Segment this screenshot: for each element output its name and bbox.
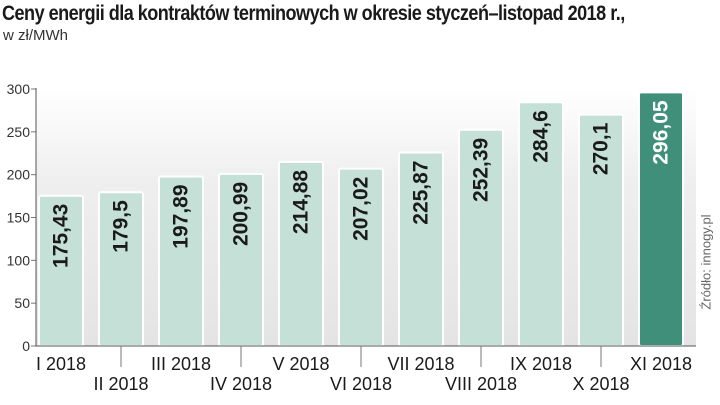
y-axis: 0 50 100 150 200 250 300: [7, 81, 37, 354]
x-category-label: X 2018: [572, 374, 629, 394]
x-category-label: IV 2018: [210, 374, 272, 394]
bar-value-label: 197,89: [170, 184, 193, 248]
y-tick-label: 50: [14, 295, 30, 311]
bar-value-label: 214,88: [290, 170, 313, 235]
x-category-label: II 2018: [93, 374, 148, 394]
x-category-label: V 2018: [272, 354, 329, 374]
y-tick-label: 150: [7, 210, 31, 226]
y-tick-label: 0: [22, 338, 30, 354]
x-category-label: III 2018: [151, 354, 211, 374]
x-category-label: VIII 2018: [445, 374, 517, 394]
y-tick-label: 200: [7, 167, 31, 183]
bar-value-label: 200,99: [230, 182, 253, 246]
x-category-label: VII 2018: [387, 354, 454, 374]
bar-value-label: 296,05: [650, 100, 673, 165]
bar-value-label: 225,87: [410, 161, 433, 225]
bar-value-label: 284,6: [530, 110, 553, 163]
bar-value-label: 207,02: [350, 177, 373, 241]
chart-unit-subtitle: w zł/MWh: [3, 27, 68, 44]
x-category-label: XI 2018: [630, 354, 692, 374]
chart-title: Ceny energii dla kontraktów terminowych …: [2, 2, 625, 25]
y-tick-label: 300: [7, 81, 31, 97]
bar-value-label: 252,39: [470, 138, 493, 202]
x-category-label: I 2018: [36, 354, 86, 374]
x-category-label: VI 2018: [330, 374, 392, 394]
bar-value-label: 270,1: [590, 122, 613, 175]
bar-value-label: 179,5: [110, 200, 133, 253]
bar-value-label: 175,43: [50, 204, 73, 268]
y-tick-label: 250: [7, 124, 31, 140]
y-tick-label: 100: [7, 252, 31, 268]
bars-group: 175,43 179,5 197,89 200,99 214,88 207,02 225,8…: [38, 91, 684, 347]
x-category-label: IX 2018: [510, 354, 572, 374]
